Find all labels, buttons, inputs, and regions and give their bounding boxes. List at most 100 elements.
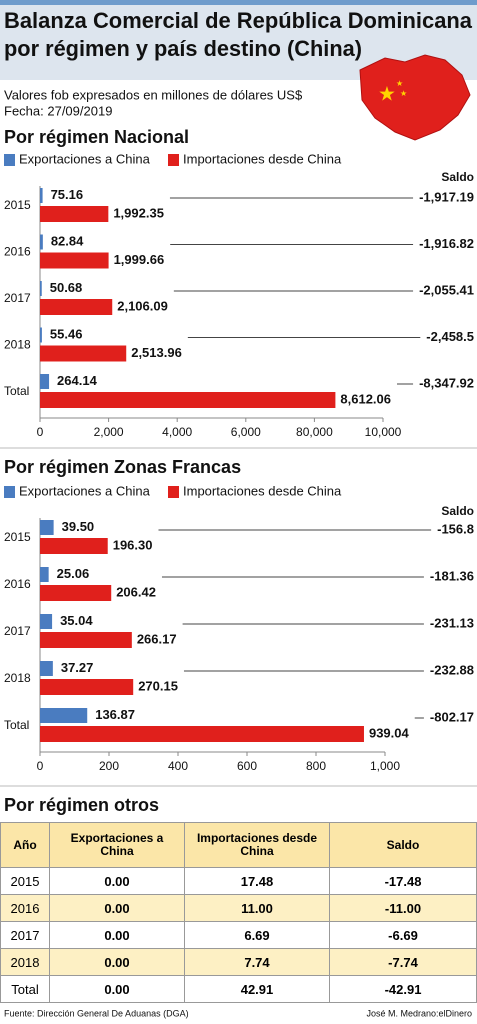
value-label: 39.50 bbox=[62, 519, 95, 534]
cell: 6.69 bbox=[184, 921, 330, 949]
value-label: 270.15 bbox=[138, 678, 178, 693]
value-label: 136.87 bbox=[95, 707, 135, 722]
row: Total 0.00 42.91 -42.91 bbox=[0, 975, 477, 1003]
legend-label: Importaciones desde China bbox=[183, 151, 342, 166]
cell: 7.74 bbox=[184, 948, 330, 976]
bar bbox=[40, 538, 108, 554]
bar bbox=[40, 726, 364, 742]
cell: 2016 bbox=[0, 894, 50, 922]
value-label: 8,612.06 bbox=[340, 391, 391, 406]
value-label: 266.17 bbox=[137, 631, 177, 646]
saldo-value: -1,916.82 bbox=[419, 236, 474, 251]
top-stripe bbox=[0, 0, 477, 5]
saldo-value: -232.88 bbox=[430, 662, 474, 677]
saldo-value: -156.8 bbox=[437, 521, 474, 536]
table: Año Exportaciones a China Importaciones … bbox=[0, 822, 477, 1003]
row: 2016 0.00 11.00 -11.00 bbox=[0, 894, 477, 922]
legend-swatch bbox=[168, 486, 179, 498]
legend-swatch bbox=[4, 154, 15, 166]
value-label: 206.42 bbox=[116, 584, 156, 599]
saldo-value: -1,917.19 bbox=[419, 189, 474, 204]
legend-label: Exportaciones a China bbox=[19, 483, 151, 498]
value-label: 939.04 bbox=[369, 725, 410, 740]
cell: -42.91 bbox=[329, 975, 477, 1003]
title: por régimen y país destino (China) bbox=[4, 36, 362, 61]
value-label: 1,992.35 bbox=[113, 205, 164, 220]
bar bbox=[40, 345, 127, 362]
legend-swatch bbox=[168, 154, 179, 166]
value-label: 1,999.66 bbox=[114, 252, 165, 267]
bar bbox=[40, 188, 43, 203]
x-tick-label: 0 bbox=[37, 759, 44, 773]
source: Fuente: Dirección General De Aduanas (DG… bbox=[4, 1008, 189, 1018]
value-label: 196.30 bbox=[113, 537, 153, 552]
cell: Total bbox=[0, 975, 50, 1003]
title: Balanza Comercial de República Dominican… bbox=[4, 8, 473, 33]
saldo-value: -2,458.5 bbox=[426, 329, 474, 344]
cell: -6.69 bbox=[329, 921, 477, 949]
subtitle: Fecha: 27/09/2019 bbox=[4, 103, 112, 118]
cell: 42.91 bbox=[184, 975, 330, 1003]
china-map: ★ ★ ★ bbox=[359, 54, 471, 141]
value-label: 2,106.09 bbox=[117, 298, 168, 313]
y-tick-label: 2016 bbox=[4, 245, 31, 259]
header-cell: Importaciones desde China bbox=[184, 822, 330, 868]
section-title: Por régimen Zonas Francas bbox=[4, 457, 241, 477]
y-tick-label: 2016 bbox=[4, 577, 31, 591]
value-label: 25.06 bbox=[57, 566, 90, 581]
y-tick-label: 2017 bbox=[4, 624, 31, 638]
bar bbox=[40, 206, 109, 222]
saldo-value: -181.36 bbox=[430, 568, 474, 583]
bar bbox=[40, 679, 134, 695]
bar bbox=[40, 234, 43, 250]
x-tick-label: 200 bbox=[99, 759, 119, 773]
section-title: Por régimen otros bbox=[4, 795, 159, 815]
x-tick-label: 600 bbox=[237, 759, 257, 773]
cell: -17.48 bbox=[329, 867, 477, 895]
star: ★ bbox=[400, 89, 407, 98]
star: ★ bbox=[396, 79, 403, 88]
header-cell: Año bbox=[0, 822, 50, 868]
value-label: 50.68 bbox=[50, 280, 83, 295]
bar bbox=[40, 327, 42, 343]
x-tick-label: 400 bbox=[168, 759, 188, 773]
cell: 11.00 bbox=[184, 894, 330, 922]
row: 2017 0.00 6.69 -6.69 bbox=[0, 921, 477, 949]
cell: 2017 bbox=[0, 921, 50, 949]
y-tick-label: 2018 bbox=[4, 671, 31, 685]
x-tick-label: 6,000 bbox=[231, 425, 261, 439]
header-row: Año Exportaciones a China Importaciones … bbox=[0, 822, 477, 868]
value-label: 35.04 bbox=[60, 613, 93, 628]
subtitle: Valores fob expresados en millones de dó… bbox=[4, 87, 303, 102]
cell: 0.00 bbox=[49, 921, 185, 949]
legend-label: Importaciones desde China bbox=[183, 483, 342, 498]
credit: José M. Medrano:elDinero bbox=[366, 1008, 472, 1018]
x-tick-label: 2,000 bbox=[94, 425, 124, 439]
header-cell: Exportaciones a China bbox=[49, 822, 185, 868]
y-tick-label: 2015 bbox=[4, 198, 31, 212]
cell: 0.00 bbox=[49, 975, 185, 1003]
cell: -7.74 bbox=[329, 948, 477, 976]
star: ★ bbox=[378, 83, 396, 105]
y-tick-label: 2017 bbox=[4, 291, 31, 305]
cell: 0.00 bbox=[49, 894, 185, 922]
x-tick-label: 1,000 bbox=[370, 759, 400, 773]
y-tick-label: Total bbox=[4, 384, 29, 398]
section-title: Por régimen Nacional bbox=[4, 127, 189, 147]
cell: 2015 bbox=[0, 867, 50, 895]
bar bbox=[40, 632, 132, 648]
bar bbox=[40, 567, 49, 582]
x-tick-label: 0 bbox=[37, 425, 44, 439]
cell: 2018 bbox=[0, 948, 50, 976]
bar bbox=[40, 281, 42, 296]
cell: -11.00 bbox=[329, 894, 477, 922]
header-cell: Saldo bbox=[329, 822, 477, 868]
saldo-title: Saldo bbox=[441, 504, 474, 518]
bar bbox=[40, 585, 112, 601]
value-label: 82.84 bbox=[51, 233, 84, 248]
saldo-value: -231.13 bbox=[430, 615, 474, 630]
value-label: 55.46 bbox=[50, 326, 83, 341]
bar bbox=[40, 614, 53, 629]
row: 2015 0.00 17.48 -17.48 bbox=[0, 867, 477, 895]
